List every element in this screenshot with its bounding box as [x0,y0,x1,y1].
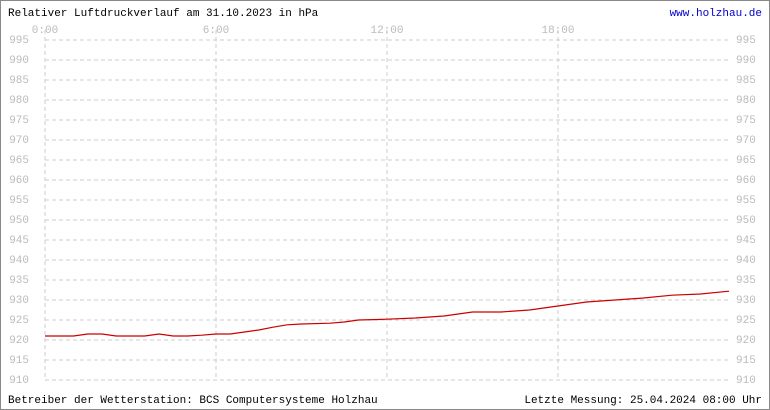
y-tick-label: 915 [9,355,29,367]
source-link[interactable]: www.holzhau.de [670,8,762,20]
y-tick-label: 970 [9,135,29,147]
y-tick-label: 945 [9,235,29,247]
y-tick-label-right: 955 [736,195,756,207]
y-tick-label: 990 [9,55,29,67]
data-line [45,290,730,337]
y-tick-label: 985 [9,75,29,87]
x-tick-label: 12:00 [370,25,403,37]
y-tick-label: 960 [9,175,29,187]
y-tick-label: 920 [9,335,29,347]
y-tick-label: 930 [9,295,29,307]
y-tick-label: 950 [9,215,29,227]
y-tick-label-right: 940 [736,255,756,267]
y-tick-label: 975 [9,115,29,127]
y-tick-label-right: 915 [736,355,756,367]
y-tick-label-right: 965 [736,155,756,167]
y-tick-label: 995 [9,35,29,47]
y-tick-label-right: 970 [736,135,756,147]
y-tick-label: 940 [9,255,29,267]
y-tick-label-right: 985 [736,75,756,87]
y-tick-label-right: 960 [736,175,756,187]
y-tick-label-right: 945 [736,235,756,247]
x-tick-label: 0:00 [32,25,58,37]
y-tick-label: 955 [9,195,29,207]
x-tick-label: 18:00 [541,25,574,37]
y-tick-label-right: 910 [736,375,756,387]
y-tick-label-right: 990 [736,55,756,67]
last-measurement: Letzte Messung: 25.04.2024 08:00 Uhr [524,395,762,407]
y-tick-label-right: 935 [736,275,756,287]
y-tick-label: 980 [9,95,29,107]
y-tick-label: 965 [9,155,29,167]
y-tick-label: 935 [9,275,29,287]
y-tick-label-right: 975 [736,115,756,127]
y-tick-label-right: 930 [736,295,756,307]
y-tick-label-right: 980 [736,95,756,107]
y-tick-label: 925 [9,315,29,327]
y-tick-label-right: 920 [736,335,756,347]
x-tick-label: 6:00 [203,25,229,37]
chart-title: Relativer Luftdruckverlauf am 31.10.2023… [8,8,319,20]
y-tick-label-right: 925 [736,315,756,327]
y-tick-label: 910 [9,375,29,387]
y-tick-label-right: 995 [736,35,756,47]
y-tick-label-right: 950 [736,215,756,227]
operator: Betreiber der Wetterstation: BCS Compute… [8,395,378,407]
